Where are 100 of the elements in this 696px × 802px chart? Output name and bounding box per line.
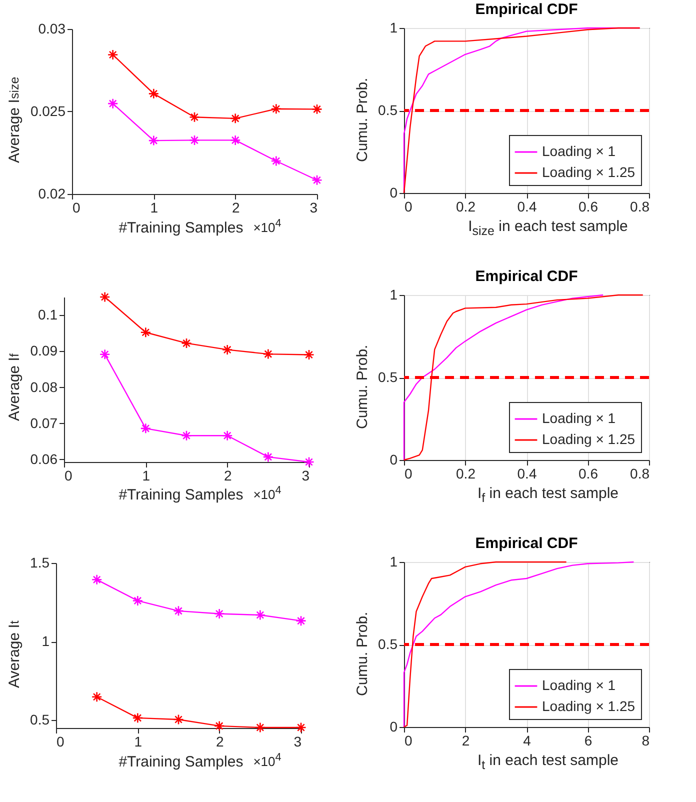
point	[99, 292, 110, 302]
point	[173, 714, 184, 725]
y-tick-label: 0.025	[30, 103, 66, 119]
text: ×10$^{4}$	[253, 218, 282, 236]
y-tick-label: 0	[390, 184, 398, 200]
x-tick-label: 3	[310, 200, 318, 216]
x-tick-label: 1	[142, 468, 150, 484]
point	[214, 608, 225, 620]
x-tick-label: 0.6	[578, 198, 598, 214]
point	[230, 134, 241, 146]
point	[214, 720, 225, 732]
point	[270, 103, 282, 114]
point	[132, 595, 144, 606]
point	[181, 430, 192, 442]
x-tick-label: 0.4	[517, 466, 537, 482]
y-axis-title: Cumu. Prob.	[354, 610, 371, 698]
legend-label: Loading × 1	[542, 143, 616, 159]
y-tick-label: 0.5	[378, 636, 398, 652]
point	[262, 348, 274, 360]
x-tick-label: 6	[584, 732, 592, 748]
x-axis-title: #Training Samples	[118, 219, 244, 236]
point	[107, 49, 118, 60]
x-tick-label: 0	[404, 466, 412, 482]
y-tick-label: 0	[390, 718, 398, 734]
point	[262, 452, 274, 462]
x-axis-title: #Training Samples	[118, 753, 244, 770]
y-tick-label: 0.03	[38, 20, 66, 36]
y-tick-label: 0.5	[378, 369, 398, 385]
y-tick-label: 1	[390, 20, 398, 36]
y-tick-label: 1	[42, 633, 50, 650]
x-axis-title: #Training Samples	[118, 486, 244, 504]
point	[304, 456, 314, 468]
point	[140, 423, 152, 434]
point	[148, 135, 160, 146]
point	[132, 712, 144, 724]
y-tick-label: 0	[390, 452, 398, 468]
y-axis-title: Cumu. Prob.	[354, 344, 371, 432]
y-tick-label: 0.07	[30, 414, 58, 431]
point	[148, 88, 160, 100]
y-tick-label: 0.1	[38, 306, 58, 323]
x-tick-label: 3	[302, 468, 310, 484]
point	[91, 691, 102, 702]
x-axis-title: I$_{f}$ in each test sample	[477, 485, 619, 505]
x-tick-label: 2	[224, 468, 232, 484]
x-tick-label: 3	[294, 734, 302, 750]
point	[254, 610, 266, 620]
y-tick-label: 1	[390, 286, 398, 302]
x-tick-label: 0.8	[630, 198, 650, 214]
x-tick-label: 0.6	[578, 466, 598, 482]
x-tick-label: 1	[134, 734, 142, 750]
x-tick-label: 2	[232, 200, 240, 216]
y-tick-label: 0.09	[30, 342, 58, 359]
point	[230, 113, 241, 124]
y-tick-label: 0.08	[30, 378, 58, 395]
y-tick-label: 1.5	[30, 554, 50, 570]
x-tick-label: 1	[150, 200, 158, 216]
point	[296, 615, 306, 626]
legend-label: Loading × 1.25	[542, 164, 636, 180]
legend-label: Loading × 1.25	[542, 698, 636, 714]
y-tick-label: 0.06	[30, 450, 58, 467]
point	[254, 722, 266, 733]
chart-title: Empirical CDF	[475, 535, 578, 552]
x-axis-title: I$_{size}$ in each test sample	[468, 218, 628, 238]
y-tick-label: 0.5	[378, 102, 398, 118]
point	[173, 606, 184, 616]
x-tick-label: 0.8	[630, 466, 650, 482]
point	[189, 134, 200, 146]
text: ×10$^{4}$	[253, 752, 282, 770]
chart-title: Empirical CDF	[475, 1, 578, 18]
x-tick-label: 0	[404, 198, 412, 214]
x-tick-label: 2	[462, 732, 470, 748]
x-tick-label: 0	[404, 732, 412, 748]
x-tick-label: 8	[642, 732, 650, 748]
text: ×10$^{4}$	[253, 485, 282, 502]
point	[222, 430, 233, 442]
point	[91, 574, 102, 586]
x-tick-label: 0.2	[456, 466, 476, 482]
x-tick-label: 0.4	[517, 198, 537, 214]
x-tick-label: 0.2	[456, 198, 476, 214]
x-tick-label: 0	[72, 200, 80, 216]
point	[99, 349, 110, 360]
point	[296, 722, 306, 733]
point	[181, 338, 192, 349]
point	[107, 98, 118, 109]
point	[270, 156, 282, 166]
y-tick-label: 0.5	[30, 712, 50, 728]
point	[222, 344, 233, 356]
legend-label: Loading × 1.25	[542, 431, 636, 447]
point	[304, 349, 314, 360]
chart-title: Empirical CDF	[475, 268, 578, 285]
x-tick-label: 2	[216, 734, 224, 750]
y-tick-label: 0.02	[38, 186, 66, 202]
point	[312, 104, 322, 115]
point	[312, 174, 322, 186]
x-axis-title: I$_{t}$ in each test sample	[477, 752, 619, 772]
y-axis-title: Cumu. Prob.	[354, 76, 371, 164]
y-tick-label: 1	[390, 554, 398, 570]
x-tick-label: 4	[523, 732, 532, 748]
legend-label: Loading × 1	[542, 410, 616, 426]
point	[189, 112, 200, 123]
